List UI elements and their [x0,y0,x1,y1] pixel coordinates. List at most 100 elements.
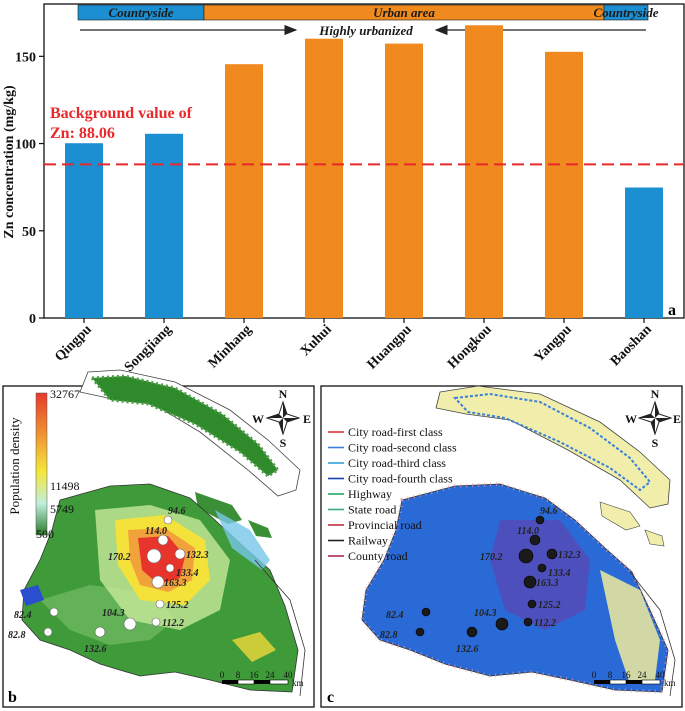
x-category-label: Hongkou [445,322,495,372]
site-marker [546,548,558,560]
scale-tick: 40 [656,670,666,680]
site-marker [527,599,537,609]
bar-hongkou [465,25,503,318]
urban-core-red [138,536,185,584]
site-value-label: 170.2 [480,552,503,563]
legend-11498: 11498 [50,479,80,493]
legend-item-label: Railway [348,534,388,548]
site-marker [94,626,106,638]
compass-s: S [280,436,287,450]
legend-item-label: Provincial road [348,518,422,532]
site-value-label: 82.4 [386,610,404,621]
scale-tick: 0 [592,670,597,680]
site-marker [151,617,161,627]
site-value-label: 82.4 [14,610,32,621]
site-value-label: 114.0 [145,526,167,537]
coast-low-density [600,570,660,684]
site-marker [151,575,165,589]
bar-baoshan [625,187,663,318]
site-value-label: 82.8 [380,630,398,641]
scale-tick: 8 [608,670,613,680]
legend-item-label: City road-third class [348,456,446,470]
site-value-label: 132.6 [84,644,107,655]
site-marker [518,548,534,564]
panel-label-c: c [327,689,334,706]
site-value-label: 133.4 [548,568,571,579]
islet-2 [248,520,272,538]
site-marker [163,515,173,525]
site-value-label: 133.4 [176,568,199,579]
road-legend: City road-first class City road-second cl… [328,425,457,563]
compass-n: N [279,387,288,401]
site-marker [466,626,478,638]
bar-songjiang [145,133,183,318]
scale-unit: km [292,678,304,688]
compass-w: W [252,412,264,426]
legend-title-b: Population density [7,417,22,515]
islet-c1 [599,501,641,531]
scale-tick: 24 [638,670,648,680]
coastal-blue [215,510,270,570]
scale-tick: 0 [220,670,225,680]
island-texture [88,374,281,478]
site-value-label: 132.6 [456,644,479,655]
compass-b: N S E W [252,387,311,450]
site-value-label: 82.8 [8,630,26,641]
site-value-label: 94.6 [168,506,186,517]
panel-label-b: b [8,689,17,706]
urbanization-arrows: Highly urbanized [80,23,646,38]
band-label: Urban area [373,5,435,20]
site-marker [174,548,186,560]
islet-c2 [644,529,665,547]
site-marker [146,548,162,564]
legend-item-label: City road-first class [348,425,443,439]
y-axis-ticks: 0 50 100 150 [15,50,44,327]
site-marker [523,575,537,589]
x-category-label: Songjiang [122,322,175,375]
site-marker [495,617,509,631]
coastline [254,559,306,697]
site-marker [123,617,137,631]
coastline-c [629,571,676,697]
legend-min: 500 [36,527,54,541]
site-marker [535,515,545,525]
site-value-label: 114.0 [517,526,539,537]
legend-item-label: State road [348,503,396,517]
region-bands: Countryside Urban area Countryside [77,4,659,21]
urban-dense-roads [490,520,590,630]
x-category-label: Qingpu [52,322,95,365]
site-marker [157,534,169,546]
band-countryside [603,4,649,21]
site-marker [523,617,533,627]
site-value-label: 94.6 [540,506,558,517]
y-tick-label: 100 [15,138,36,153]
site-value-label: 125.2 [166,600,189,611]
island-density [92,376,278,476]
site-value-label: 104.3 [474,608,497,619]
bar-qingpu [65,143,103,318]
bar-xuhui [305,38,343,318]
compass-c-e: E [673,412,681,426]
site-value-label: 112.2 [534,618,556,629]
site-value-label: 104.3 [102,608,125,619]
scale-tick: 8 [236,670,241,680]
panel-a-bar-chart: Zn concentration (mg/kg) 0 50 100 150 Count… [2,3,685,375]
scale-tick: 16 [622,670,632,680]
band-label: Countryside [108,5,173,20]
y-axis-label: Zn concentration (mg/kg) [2,85,17,239]
x-category-label: Huangpu [365,322,415,372]
site-value-label: 125.2 [538,600,561,611]
background-value-line: Background value of Zn: 88.06 [44,105,684,166]
site-marker [49,607,59,617]
scale-tick: 24 [266,670,276,680]
x-category-label: Xuhui [298,322,335,359]
bar-yangpu [545,51,583,318]
islet-1 [195,492,242,524]
legend-5749: 5749 [50,502,74,516]
background-label-2: Zn: 88.06 [50,125,115,142]
scale-tick: 16 [250,670,260,680]
panel-label-a: a [668,302,676,319]
scale-unit: km [664,678,676,688]
y-tick-label: 50 [22,225,36,240]
